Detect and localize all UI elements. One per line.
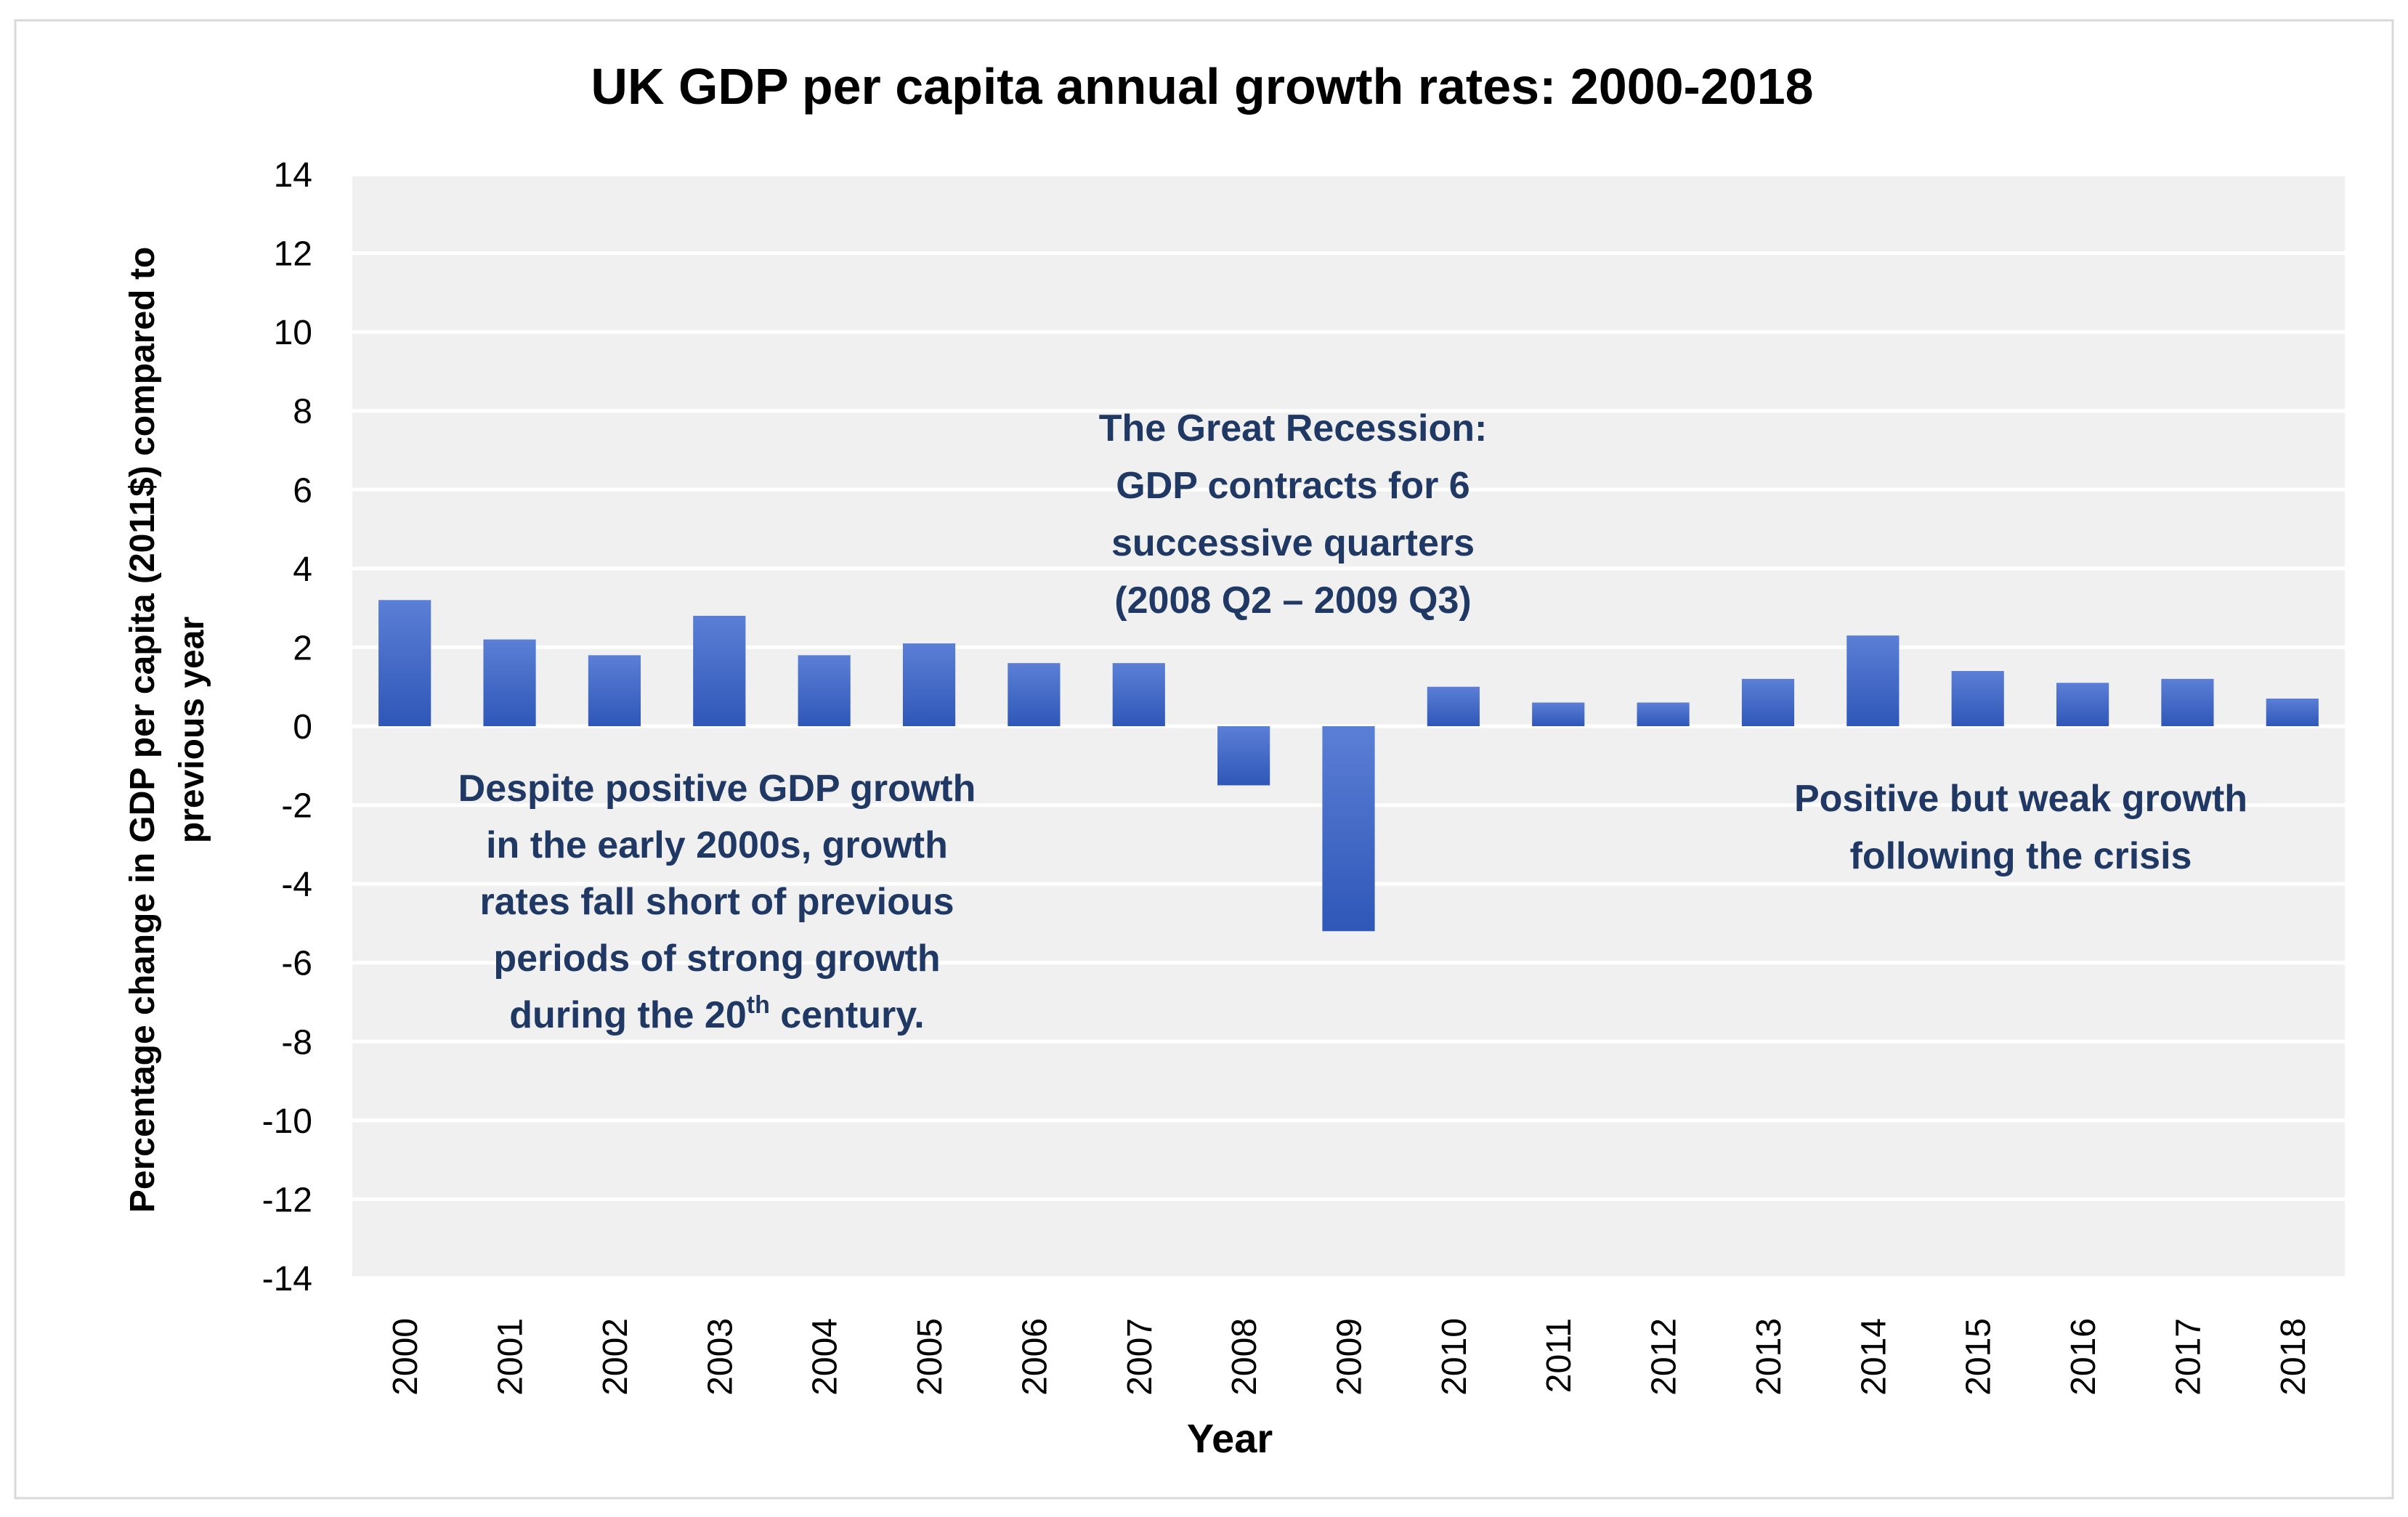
gridlines xyxy=(352,172,2345,1280)
annotation-early-2000s-line-1: Despite positive GDP growth xyxy=(458,768,976,810)
bar-2015 xyxy=(1951,671,2004,726)
bar-series xyxy=(378,600,2319,932)
x-tick-label: 2011 xyxy=(1540,1318,1578,1393)
x-axis-label: Year xyxy=(1187,1415,1273,1461)
annotation-great-recession-line-1: The Great Recession: xyxy=(1099,407,1488,450)
y-tick-label: -8 xyxy=(281,1023,312,1062)
x-tick-label: 2000 xyxy=(386,1318,425,1396)
x-tick-label: 2018 xyxy=(2274,1318,2313,1396)
y-axis-label-line-1: Percentage change in GDP per capita (201… xyxy=(123,247,162,1213)
bar-2011 xyxy=(1532,702,1585,726)
bar-2004 xyxy=(798,655,851,726)
x-tick-label: 2013 xyxy=(1750,1318,1788,1396)
x-tick-label: 2007 xyxy=(1121,1318,1159,1396)
x-tick-label: 2003 xyxy=(701,1318,739,1396)
x-tick-label: 2017 xyxy=(2169,1318,2208,1396)
bar-2009 xyxy=(1322,726,1375,932)
x-tick-label: 2005 xyxy=(911,1318,949,1396)
annotation-early-2000s-line-5-main: during the 20 xyxy=(509,994,746,1036)
y-axis-ticks: 14 12 10 8 6 4 2 0 -2 -4 -6 -8 -10 -12 -14 xyxy=(262,156,312,1298)
bar-2018 xyxy=(2266,699,2319,726)
x-tick-label: 2006 xyxy=(1016,1318,1054,1396)
y-tick-label: 6 xyxy=(293,471,312,510)
x-tick-label: 2015 xyxy=(1960,1318,1998,1396)
bar-2013 xyxy=(1741,678,1795,726)
bar-2007 xyxy=(1112,663,1165,726)
x-tick-label: 2002 xyxy=(596,1318,635,1396)
bar-2016 xyxy=(2056,683,2109,726)
x-tick-label: 2014 xyxy=(1854,1318,1893,1396)
chart-title: UK GDP per capita annual growth rates: 2… xyxy=(591,58,1813,115)
y-tick-label: 2 xyxy=(293,629,312,667)
annotation-early-2000s-superscript: th xyxy=(747,991,770,1019)
x-tick-label: 2008 xyxy=(1225,1318,1264,1396)
y-tick-label: 0 xyxy=(293,708,312,747)
annotation-early-2000s: Despite positive GDP growth in the early… xyxy=(458,768,976,1036)
x-tick-label: 2012 xyxy=(1645,1318,1684,1396)
y-tick-label: -14 xyxy=(262,1260,312,1298)
y-tick-label: -2 xyxy=(281,787,312,826)
y-tick-label: -4 xyxy=(281,866,312,904)
y-tick-label: 4 xyxy=(293,550,312,589)
bar-2010 xyxy=(1427,686,1480,726)
x-axis-ticks: 2000 2001 2002 2003 2004 2005 2006 2007 2008 2009… xyxy=(386,1318,2313,1396)
y-tick-label: 14 xyxy=(274,156,312,195)
bar-2005 xyxy=(902,643,956,726)
annotation-great-recession-line-3: successive quarters xyxy=(1111,522,1475,564)
y-tick-label: 12 xyxy=(274,235,312,274)
annotation-great-recession: The Great Recession: GDP contracts for 6… xyxy=(1099,407,1488,622)
annotation-post-crisis-line-1: Positive but weak growth xyxy=(1794,778,2247,820)
y-tick-label: -10 xyxy=(262,1102,312,1141)
bar-2001 xyxy=(483,639,536,726)
annotation-great-recession-line-4: (2008 Q2 – 2009 Q3) xyxy=(1114,579,1471,622)
bar-2014 xyxy=(1846,635,1900,726)
x-tick-label: 2009 xyxy=(1331,1318,1369,1396)
annotation-post-crisis: Positive but weak growth following the c… xyxy=(1794,778,2247,877)
annotation-great-recession-line-2: GDP contracts for 6 xyxy=(1116,465,1469,507)
y-tick-label: -6 xyxy=(281,945,312,983)
bar-2002 xyxy=(588,655,641,726)
y-tick-label: 8 xyxy=(293,393,312,431)
x-tick-label: 2001 xyxy=(492,1318,530,1396)
bar-2000 xyxy=(378,600,431,726)
x-tick-label: 2010 xyxy=(1435,1318,1474,1396)
annotation-early-2000s-line-2: in the early 2000s, growth xyxy=(486,824,948,866)
annotation-early-2000s-line-4: periods of strong growth xyxy=(493,938,940,980)
y-axis-label-line-2: previous year xyxy=(173,617,211,843)
bar-2017 xyxy=(2161,678,2214,726)
x-tick-label: 2016 xyxy=(2064,1318,2103,1396)
y-tick-label: -12 xyxy=(262,1181,312,1219)
bar-2012 xyxy=(1637,702,1690,726)
annotation-early-2000s-line-5: during the 20th century. xyxy=(509,991,924,1036)
bar-2008 xyxy=(1217,726,1270,786)
annotation-early-2000s-line-5-end: century. xyxy=(770,994,925,1036)
y-tick-label: 10 xyxy=(274,314,312,352)
bar-2003 xyxy=(693,616,746,726)
bar-2006 xyxy=(1008,663,1061,726)
x-tick-label: 2004 xyxy=(806,1318,845,1396)
annotation-early-2000s-line-3: rates fall short of previous xyxy=(479,881,954,923)
annotation-post-crisis-line-2: following the crisis xyxy=(1850,835,2192,877)
